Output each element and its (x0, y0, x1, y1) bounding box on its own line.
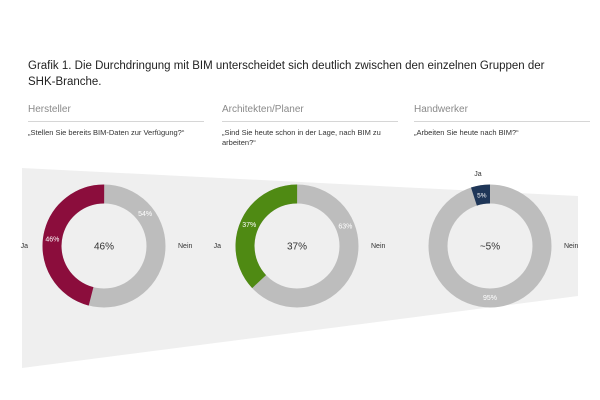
center-percent: 46% (94, 242, 114, 253)
center-percent: ~5% (480, 242, 500, 253)
group-name: Hersteller (28, 104, 204, 122)
group-name: Architekten/Planer (222, 104, 398, 122)
group-name: Handwerker (414, 104, 590, 122)
slice-ja (42, 184, 166, 308)
slice-value-nein: 95% (483, 295, 497, 302)
slice-value-ja: 37% (242, 222, 256, 229)
group-question: „Stellen Sie bereits BIM-Daten zur Verfü… (28, 128, 185, 137)
slice-ja (428, 184, 552, 308)
center-percent: 37% (287, 242, 307, 253)
donut-charts-group: 46% Ja 46% Nein 54% 37% Ja 37% Nein 63% ~5% Ja 5% Nei… (21, 171, 579, 308)
slice-name-ja: Ja (474, 171, 482, 178)
slice-name-nein: Nein (178, 243, 193, 250)
figure-title: Grafik 1. Die Durchdringung mit BIM unte… (28, 60, 545, 88)
slice-ja (235, 184, 359, 308)
group-question: „Sind Sie heute schon in der Lage, nach … (222, 128, 381, 147)
group-header-hersteller: Hersteller „Stellen Sie bereits BIM-Date… (28, 104, 208, 138)
slice-value-ja: 46% (45, 236, 59, 243)
group-question: „Arbeiten Sie heute nach BIM?“ (414, 128, 519, 137)
slice-nein (428, 184, 552, 308)
slice-name-ja: Ja (21, 243, 29, 250)
slice-value-nein: 63% (338, 224, 352, 231)
group-header-handwerker: Handwerker „Arbeiten Sie heute nach BIM?… (414, 104, 594, 138)
slice-name-ja: Ja (214, 243, 222, 250)
slice-name-nein: Nein (564, 243, 579, 250)
group-header-planer: Architekten/Planer „Sind Sie heute schon… (222, 104, 402, 148)
slice-value-ja: 5% (477, 192, 487, 199)
slice-name-nein: Nein (371, 243, 386, 250)
slice-value-nein: 54% (138, 211, 152, 218)
